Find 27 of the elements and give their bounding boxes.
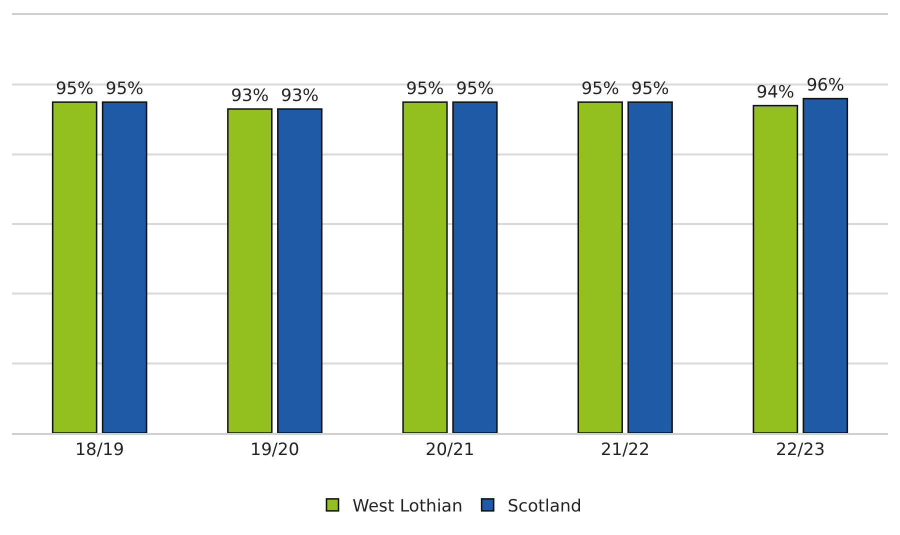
data-label: 93% xyxy=(280,86,319,106)
bar xyxy=(52,101,98,433)
bar xyxy=(578,101,623,433)
data-label: 95% xyxy=(456,79,494,100)
legend-label: Scotland xyxy=(508,496,582,517)
data-label: 96% xyxy=(806,76,844,96)
x-tick-label: 18/19 xyxy=(75,440,124,460)
x-tick-label: 22/23 xyxy=(776,440,825,460)
data-label: 95% xyxy=(631,79,670,100)
x-tick-label: 19/20 xyxy=(250,440,300,460)
bar xyxy=(752,104,798,433)
bar xyxy=(277,108,322,433)
data-label: 93% xyxy=(230,86,269,106)
bar xyxy=(802,98,848,433)
data-label: 94% xyxy=(756,82,794,103)
data-label: 95% xyxy=(106,79,144,100)
bar xyxy=(627,101,673,433)
data-label: 95% xyxy=(581,79,620,100)
bar xyxy=(102,101,148,433)
data-label: 95% xyxy=(56,79,94,100)
data-label: 95% xyxy=(406,79,444,100)
x-tick-label: 20/21 xyxy=(426,440,474,460)
bar xyxy=(452,101,498,433)
legend-label: West Lothian xyxy=(352,496,463,517)
bar xyxy=(227,108,273,433)
bar xyxy=(402,101,448,433)
x-tick-label: 21/22 xyxy=(600,440,650,460)
